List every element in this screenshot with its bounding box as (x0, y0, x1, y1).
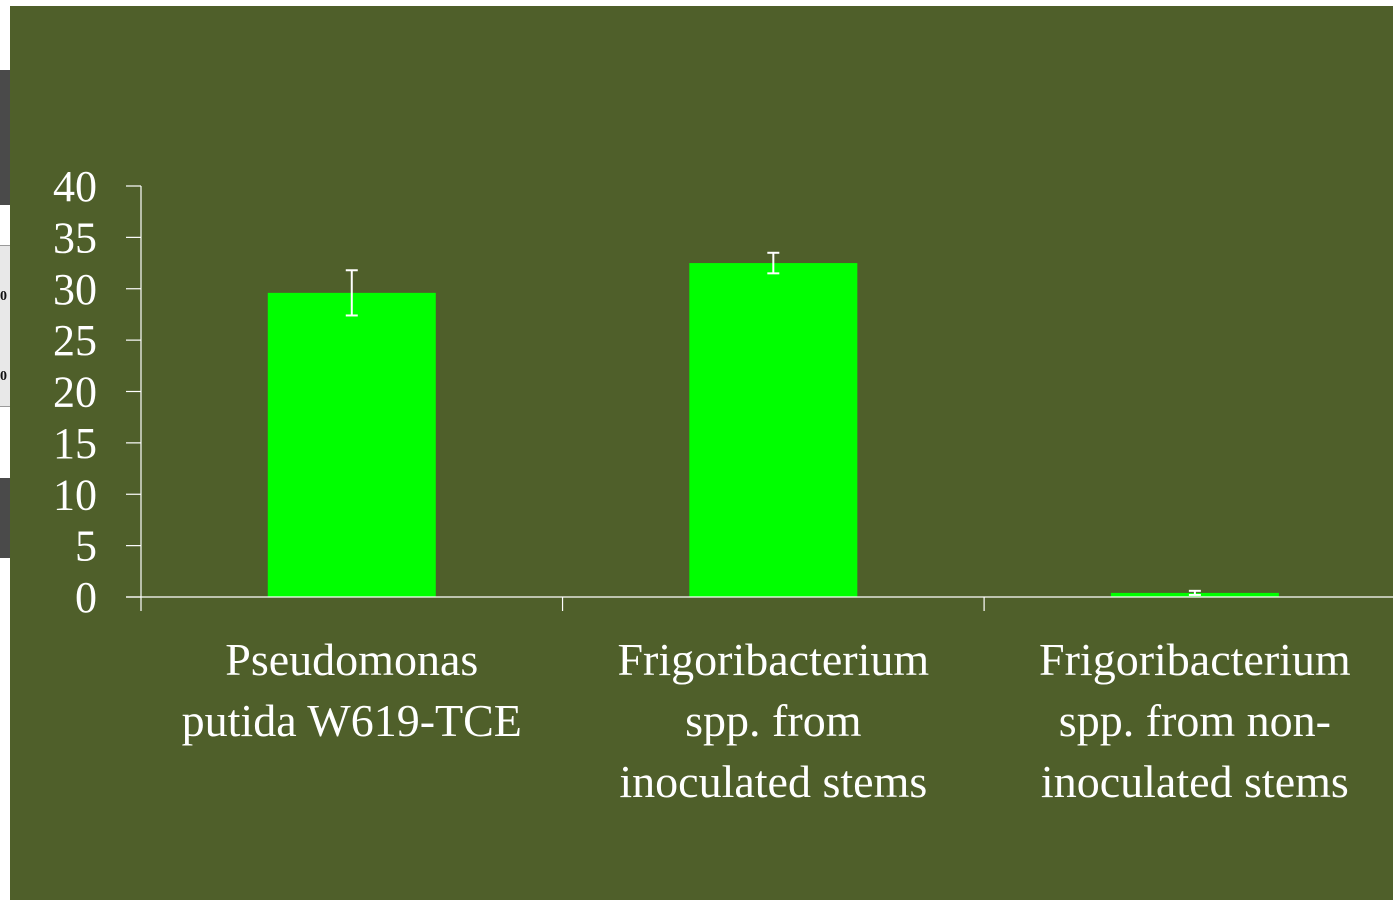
x-category-label: Frigoribacterium spp. from non-inoculated… (1039, 634, 1351, 807)
x-category-label-line: inoculated stems (619, 756, 927, 807)
bars (267, 263, 1279, 597)
x-category-label-line: spp. from non- (1059, 695, 1331, 746)
background-window-fragment-1: 0 (0, 289, 7, 304)
axes (126, 186, 1393, 611)
x-category-label-line: Pseudomonas (225, 634, 478, 685)
x-axis-labels: Pseudomonas putida W619-TCE Frigoribacteri… (182, 634, 1351, 807)
x-category-label-line: spp. from (685, 695, 862, 746)
y-tick-label: 15 (53, 419, 97, 468)
x-category-label-line: inoculated stems (1041, 756, 1349, 807)
error-bars (345, 251, 1201, 596)
x-category-label: Frigoribacterium spp. from inoculated stem… (617, 634, 929, 807)
background-window-light-strip (0, 245, 10, 407)
y-tick-label: 20 (53, 368, 97, 417)
bar (689, 263, 858, 597)
bar (267, 292, 436, 597)
y-tick-label: 25 (53, 316, 97, 365)
y-tick-label: 30 (53, 265, 97, 314)
x-category-label: Pseudomonas putida W619-TCE (182, 634, 522, 746)
background-window-dark-strip (0, 70, 10, 205)
y-tick-label: 10 (53, 470, 97, 519)
background-window-dark-strip-2 (0, 478, 10, 558)
x-category-label-line: Frigoribacterium (1039, 634, 1351, 685)
y-tick-label: 40 (53, 162, 97, 211)
background-window-fragment-2: 0 (0, 369, 7, 384)
x-category-label-line: putida W619-TCE (182, 695, 522, 746)
x-category-label-line: Frigoribacterium (617, 634, 929, 685)
y-tick-label: 35 (53, 213, 97, 262)
y-tick-label: 0 (75, 573, 97, 622)
y-tick-label: 5 (75, 522, 97, 571)
